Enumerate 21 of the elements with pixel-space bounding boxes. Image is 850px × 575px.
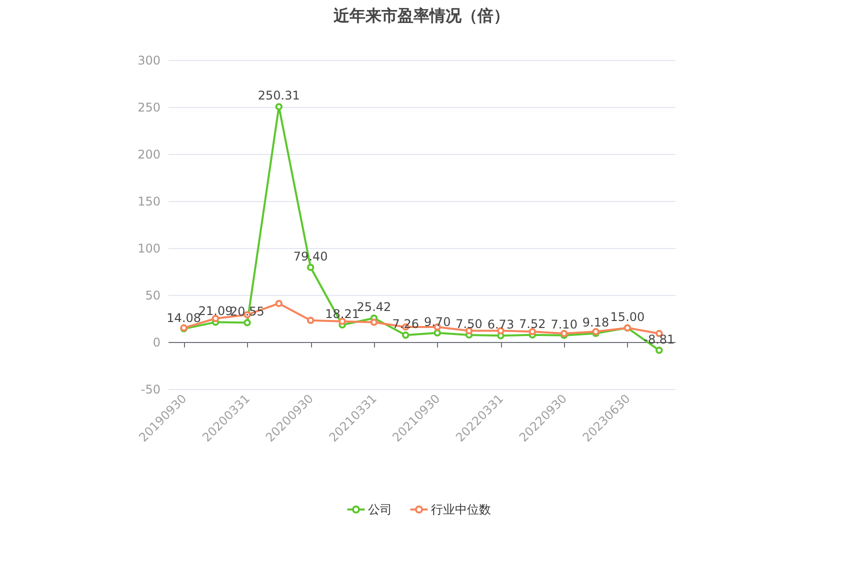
legend-label: 行业中位数 bbox=[431, 502, 491, 516]
y-tick-label: 50 bbox=[145, 288, 160, 302]
y-tick-label: 0 bbox=[152, 336, 160, 350]
y-tick-label: 150 bbox=[138, 194, 160, 208]
data-label: 14.08 bbox=[166, 310, 202, 325]
data-label: 250.31 bbox=[258, 88, 300, 103]
y-tick-label: 250 bbox=[138, 100, 160, 114]
data-label: 7.10 bbox=[550, 317, 578, 332]
data-label: 6.73 bbox=[487, 318, 514, 332]
data-label: 15.00 bbox=[610, 310, 645, 324]
y-tick-label: 100 bbox=[138, 242, 160, 256]
data-label: 25.42 bbox=[356, 300, 392, 314]
chart-title: 近年来市盈率情况（倍） bbox=[332, 6, 510, 25]
y-tick-label: 300 bbox=[138, 54, 160, 68]
data-label: 7.50 bbox=[456, 316, 482, 331]
data-label: 7.52 bbox=[519, 316, 546, 331]
data-label: 9.18 bbox=[582, 315, 610, 330]
data-label: 9.70 bbox=[424, 314, 451, 329]
legend-label: 公司 bbox=[368, 502, 392, 516]
y-tick-label: -50 bbox=[140, 382, 160, 396]
y-tick-label: 200 bbox=[138, 148, 160, 162]
